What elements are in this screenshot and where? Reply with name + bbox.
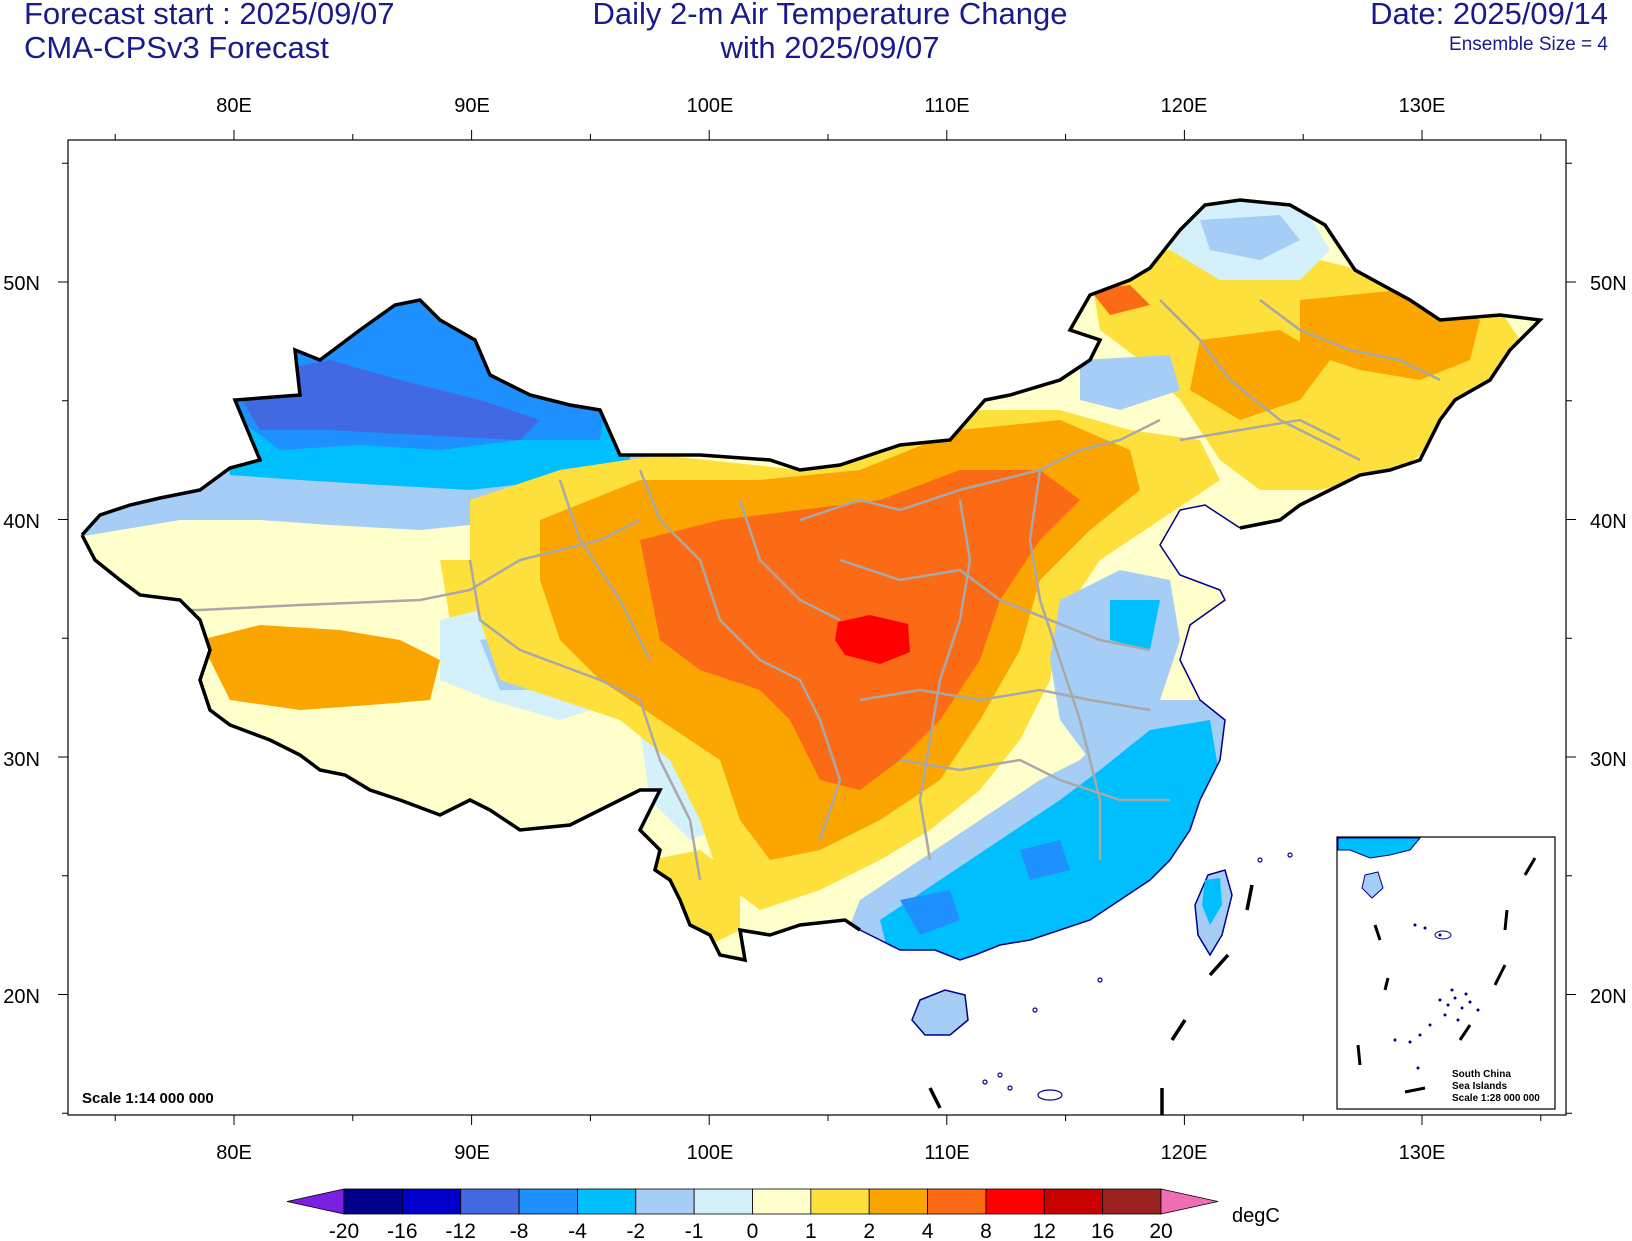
colorbar-box [401, 1188, 462, 1215]
lon-label-80e-bottom: 80E [216, 1142, 252, 1164]
colorbar-box [752, 1188, 812, 1215]
lon-label-120e-top: 120E [1161, 95, 1208, 117]
colorbar-tick-label: -20 [329, 1220, 359, 1241]
colorbar-unit-label: degC [1232, 1205, 1280, 1227]
colorbar-over-triangle [1160, 1188, 1219, 1215]
lat-label-40n-right: 40N [1590, 511, 1627, 533]
colorbar-box [343, 1188, 403, 1215]
colorbar-tick-label: 12 [1033, 1220, 1056, 1241]
lon-label-130e-top: 130E [1399, 95, 1446, 117]
inset-label-line2: Sea Islands [1452, 1081, 1507, 1092]
lon-label-90e-top: 90E [454, 95, 490, 117]
colorbar-tick-label: -1 [685, 1220, 704, 1241]
colorbar-box [1043, 1188, 1104, 1215]
colorbar-box [518, 1188, 578, 1215]
axis-ticks [58, 130, 1576, 1125]
colorbar-box [577, 1188, 637, 1215]
colorbar-tick-label: 0 [747, 1220, 759, 1241]
coastline [859, 504, 1241, 961]
map-title-line1: Daily 2-m Air Temperature Change [592, 0, 1068, 31]
lat-label-20n-right: 20N [1590, 986, 1627, 1008]
national-border-north [80, 198, 1544, 537]
colorbar: -20 -16 -12 -8 -4 -2 -1 0 1 2 4 8 12 16 20 [286, 1188, 1219, 1241]
hainan-island [911, 989, 969, 1036]
lon-label-120e-bottom: 120E [1161, 1142, 1208, 1164]
forecast-start-text: Forecast start : 2025/09/07 [24, 0, 395, 31]
inset-scale-label: Scale 1:28 000 000 [1452, 1093, 1540, 1104]
lon-label-100e-top: 100E [687, 95, 734, 117]
national-border-south [80, 534, 861, 963]
model-name-text: CMA-CPSv3 Forecast [24, 30, 329, 65]
map-scale-label: Scale 1:14 000 000 [82, 1090, 214, 1107]
lat-label-20n-left: 20N [3, 986, 40, 1008]
ensemble-size-text: Ensemble Size = 4 [1449, 34, 1608, 55]
small-islands [982, 852, 1293, 1101]
valid-date-text: Date: 2025/09/14 [1370, 0, 1608, 31]
colorbar-box [1102, 1188, 1162, 1215]
taiwan-fill [1202, 878, 1222, 925]
lon-label-100e-bottom: 100E [687, 1142, 734, 1164]
colorbar-tick-label: 2 [863, 1220, 875, 1241]
map-title-line2: with 2025/09/07 [720, 30, 940, 65]
lat-label-30n-right: 30N [1590, 749, 1627, 771]
lon-label-90e-bottom: 90E [454, 1142, 490, 1164]
colorbar-tick-label: 4 [922, 1220, 934, 1241]
lon-label-80e-top: 80E [216, 95, 252, 117]
colorbar-box [868, 1188, 928, 1215]
colorbar-box [693, 1188, 753, 1215]
colorbar-box [460, 1188, 520, 1215]
colorbar-tick-label: 8 [980, 1220, 992, 1241]
colorbar-box [810, 1188, 870, 1215]
latitude-labels-left: 50N 40N 30N 20N [3, 273, 40, 1008]
lat-label-50n-right: 50N [1590, 273, 1627, 295]
colorbar-tick-label: -12 [446, 1220, 476, 1241]
lat-label-50n-left: 50N [3, 273, 40, 295]
colorbar-tick-label: -16 [387, 1220, 417, 1241]
colorbar-box [927, 1188, 987, 1215]
longitude-labels-bottom: 80E 90E 100E 110E 120E 130E [216, 1142, 1445, 1164]
colorbar-tick-label: 16 [1091, 1220, 1114, 1241]
colorbar-box [635, 1188, 695, 1215]
colorbar-tick-label: -4 [568, 1220, 587, 1241]
lon-label-130e-bottom: 130E [1399, 1142, 1446, 1164]
lon-label-110e-bottom: 110E [924, 1142, 969, 1164]
colorbar-tick-label: -2 [626, 1220, 645, 1241]
south-china-sea-inset: South China Sea Islands Scale 1:28 000 0… [1336, 836, 1556, 1110]
province-boundaries [100, 299, 1441, 881]
colorbar-tick-label: 1 [805, 1220, 817, 1241]
nine-dash-line [928, 884, 1254, 1115]
inset-label-line1: South China [1452, 1069, 1511, 1080]
lat-label-40n-left: 40N [3, 511, 40, 533]
colorbar-under-triangle [286, 1188, 345, 1215]
latitude-labels-right: 50N 40N 30N 20N [1590, 273, 1627, 1008]
colorbar-box [985, 1188, 1045, 1215]
colorbar-tick-label: -8 [510, 1220, 529, 1241]
lon-label-110e-top: 110E [924, 95, 969, 117]
colorbar-tick-label: 20 [1149, 1220, 1172, 1241]
longitude-labels-top: 80E 90E 100E 110E 120E 130E [216, 95, 1445, 117]
lat-label-30n-left: 30N [3, 749, 40, 771]
